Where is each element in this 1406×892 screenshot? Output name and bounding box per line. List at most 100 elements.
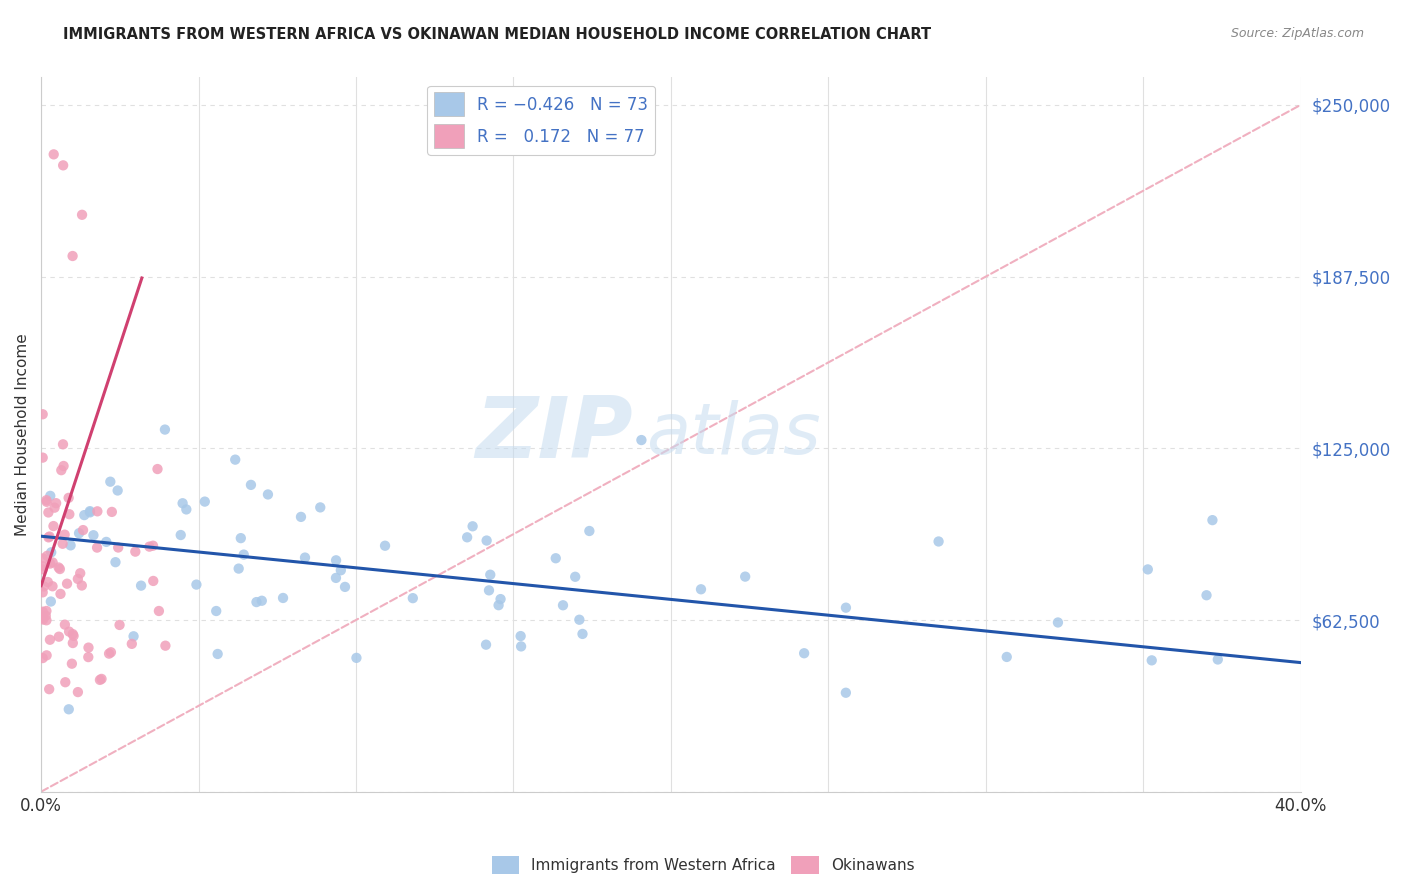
Point [53, 617, 76, 632]
Point [52, 437, 75, 451]
Point [142, 539, 165, 553]
Point [38, 530, 60, 544]
Point [630, 433, 652, 447]
Point [70, 208, 93, 222]
Point [31, 585, 53, 599]
Point [42, 147, 65, 161]
Point [39, 594, 62, 608]
Point [108, 618, 131, 632]
Point [104, 555, 127, 569]
Point [52, 537, 75, 551]
Point [564, 570, 586, 584]
Point [98, 475, 121, 489]
Point [232, 548, 254, 562]
Point [41, 556, 63, 570]
Point [31, 605, 53, 619]
Point [37, 506, 59, 520]
Point [142, 574, 165, 588]
Point [148, 604, 170, 618]
Point [207, 647, 229, 661]
Point [31, 651, 53, 665]
Point [32, 579, 55, 593]
Point [31, 562, 53, 576]
Point [44, 500, 66, 515]
Point [56, 576, 79, 591]
Point [294, 550, 316, 565]
Point [73, 508, 96, 522]
Point [456, 530, 478, 544]
Point [86, 504, 108, 518]
Point [59, 538, 82, 552]
Point [89, 673, 111, 687]
Point [1206, 652, 1229, 666]
Point [1140, 653, 1163, 667]
Point [37, 549, 59, 563]
Point [31, 407, 53, 421]
Point [129, 579, 152, 593]
Point [49, 587, 72, 601]
Point [475, 533, 498, 548]
Point [82, 528, 104, 542]
Point [62, 629, 84, 643]
Point [138, 540, 160, 554]
Point [1136, 562, 1159, 576]
Point [239, 478, 262, 492]
Point [69, 566, 91, 581]
Point [31, 551, 53, 566]
Point [325, 571, 347, 585]
Point [41, 579, 63, 593]
Point [194, 494, 217, 508]
Point [67, 526, 90, 541]
Point [1195, 588, 1218, 602]
Point [72, 523, 94, 537]
Point [35, 495, 58, 509]
Point [62, 636, 84, 650]
Point [186, 577, 208, 591]
Point [122, 629, 145, 643]
Point [96, 535, 118, 549]
Point [79, 504, 101, 518]
Text: ZIP: ZIP [475, 393, 633, 476]
Point [53, 527, 76, 541]
Text: IMMIGRANTS FROM WESTERN AFRICA VS OKINAWAN MEDIAN HOUSEHOLD INCOME CORRELATION C: IMMIGRANTS FROM WESTERN AFRICA VS OKINAW… [63, 27, 931, 42]
Point [461, 519, 484, 533]
Point [578, 524, 600, 538]
Point [37, 574, 59, 589]
Point [346, 651, 368, 665]
Point [488, 598, 510, 612]
Point [31, 610, 53, 624]
Point [90, 672, 112, 686]
Point [39, 545, 62, 559]
Point [98, 647, 121, 661]
Point [58, 702, 80, 716]
Point [66, 685, 89, 699]
Point [60, 657, 83, 671]
Point [35, 608, 58, 623]
Point [49, 562, 72, 576]
Point [35, 613, 58, 627]
Point [31, 450, 53, 465]
Point [568, 613, 591, 627]
Point [101, 505, 124, 519]
Point [107, 483, 129, 498]
Point [793, 646, 815, 660]
Point [38, 529, 60, 543]
Point [58, 491, 80, 505]
Point [1201, 513, 1223, 527]
Point [52, 158, 75, 172]
Point [35, 493, 58, 508]
Point [571, 627, 593, 641]
Point [124, 544, 146, 558]
Point [224, 452, 246, 467]
Point [121, 637, 143, 651]
Point [835, 600, 858, 615]
Point [39, 632, 62, 647]
Legend: Immigrants from Western Africa, Okinawans: Immigrants from Western Africa, Okinawan… [485, 850, 921, 880]
Point [475, 638, 498, 652]
Point [32, 613, 55, 627]
Point [35, 648, 58, 663]
Point [228, 561, 250, 575]
Point [48, 560, 70, 574]
Point [70, 578, 93, 592]
Text: atlas: atlas [645, 401, 820, 469]
